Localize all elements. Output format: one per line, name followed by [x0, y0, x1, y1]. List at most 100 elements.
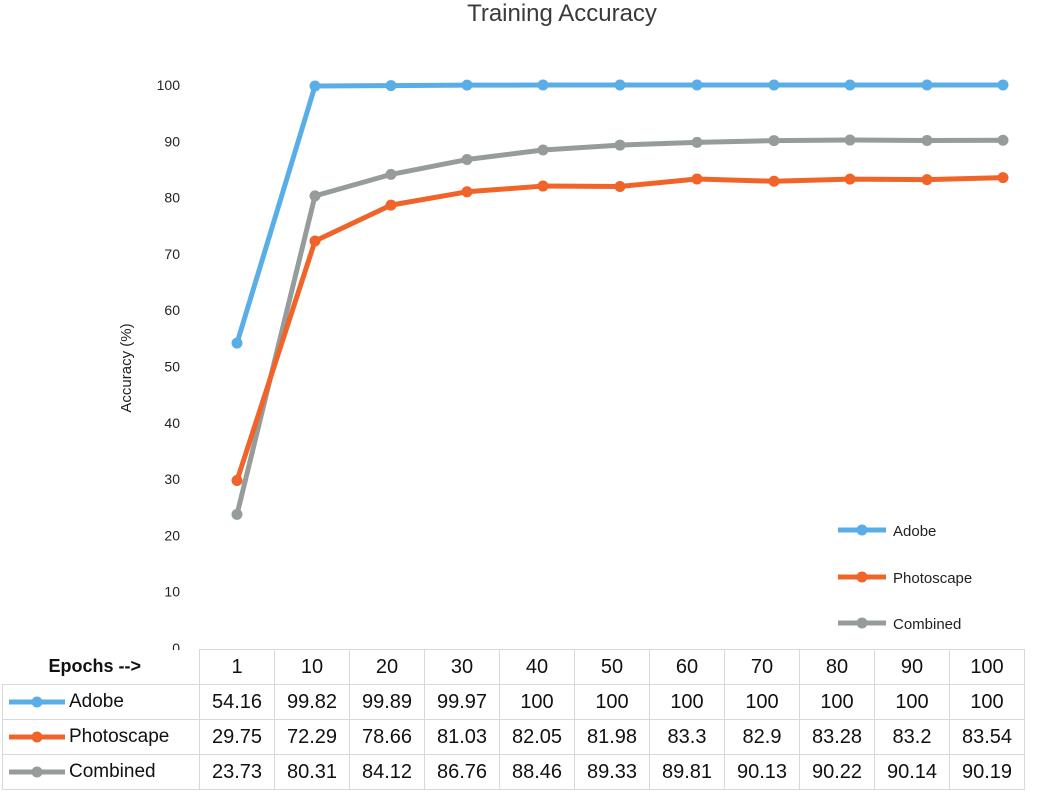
data-point-photoscape	[997, 172, 1009, 184]
data-point-combined	[461, 154, 473, 166]
data-point-photoscape	[385, 199, 397, 211]
data-point-combined	[537, 144, 549, 156]
table-cell: 81.03	[424, 719, 500, 755]
table-cell: 83.2	[874, 719, 950, 755]
y-axis-ticks: 0 10 20 30 40 50 60 70 80 90 100	[157, 77, 181, 650]
table-row: Photoscape 29.75 72.29 78.66 81.03 82.05 81.98…	[2, 719, 1025, 755]
data-point-photoscape	[461, 186, 473, 198]
y-tick-label: 40	[164, 415, 180, 431]
table-cell: 54.16	[199, 684, 275, 720]
table-cell: 82.05	[499, 719, 575, 755]
data-point-combined	[614, 139, 626, 151]
table-cell: 90.22	[799, 754, 875, 790]
table-cell: 100	[499, 684, 575, 720]
table-cell: 100	[574, 684, 650, 720]
line-chart: Training Accuracy Accuracy (%) 0 10 20 30 40…	[118, 0, 1009, 650]
data-point-adobe	[537, 79, 549, 91]
data-point-photoscape	[537, 180, 549, 192]
data-point-combined	[844, 134, 856, 146]
table-column-header: 30	[424, 649, 500, 685]
table-body: Adobe 54.16 99.82 99.89 99.97 100 100 100 100 100…	[2, 684, 1025, 790]
table-row-label-cell: Adobe	[2, 684, 200, 720]
data-point-adobe	[309, 80, 321, 92]
table-cell: 83.54	[949, 719, 1025, 755]
data-point-photoscape	[309, 235, 321, 247]
data-point-adobe	[921, 79, 933, 91]
table-cell: 90.19	[949, 754, 1025, 790]
y-axis-label: Accuracy (%)	[118, 323, 135, 412]
table-cell: 99.82	[274, 684, 350, 720]
table-cell: 90.13	[724, 754, 800, 790]
table-cell: 90.14	[874, 754, 950, 790]
legend: Adobe Photoscape Combined	[838, 523, 972, 633]
table-cell: 100	[799, 684, 875, 720]
y-tick-label: 20	[164, 527, 180, 543]
table-cell: 99.89	[349, 684, 425, 720]
data-point-combined	[921, 135, 933, 147]
table-cell: 100	[949, 684, 1025, 720]
table-column-header: 10	[274, 649, 350, 685]
data-table: Epochs --> 1 10 20 30 40 50 60 70 80 90 100 Adobe 5…	[2, 649, 1025, 790]
data-point-combined	[385, 168, 397, 180]
table-row-label: Adobe	[69, 691, 124, 712]
series-line-photoscape	[234, 175, 1004, 482]
table-row-label-cell: Combined	[2, 754, 200, 790]
data-point-combined	[231, 508, 243, 520]
table-header-row: Epochs --> 1 10 20 30 40 50 60 70 80 90 100	[3, 649, 1025, 685]
data-point-adobe	[997, 79, 1009, 91]
data-point-combined	[691, 136, 703, 148]
legend-label: Adobe	[893, 523, 936, 540]
data-point-photoscape	[614, 180, 626, 192]
table-column-header: 50	[574, 649, 650, 685]
table-row: Combined 23.73 80.31 84.12 86.76 88.46 89.33 89…	[2, 754, 1025, 790]
y-tick-label: 90	[164, 133, 180, 149]
legend-swatch-marker	[856, 617, 868, 629]
table-row: Adobe 54.16 99.82 99.89 99.97 100 100 100 100 100…	[2, 684, 1025, 720]
data-point-adobe	[691, 79, 703, 91]
data-point-adobe	[844, 79, 856, 91]
data-point-adobe	[614, 79, 626, 91]
table-cell: 29.75	[199, 719, 275, 755]
data-point-adobe	[461, 79, 473, 91]
y-tick-label: 60	[164, 302, 180, 318]
table-cell: 82.9	[724, 719, 800, 755]
table-cell: 78.66	[349, 719, 425, 755]
table-column-header: 40	[499, 649, 575, 685]
table-cell: 89.81	[649, 754, 725, 790]
series-lines	[231, 79, 1009, 520]
table-cell: 81.98	[574, 719, 650, 755]
table-cell: 83.28	[799, 719, 875, 755]
table-column-header: 70	[724, 649, 800, 685]
table-column-header: 1	[199, 649, 275, 685]
data-point-adobe	[231, 337, 243, 349]
data-point-combined	[309, 190, 321, 202]
y-tick-label: 50	[164, 359, 180, 375]
y-tick-label: 70	[164, 246, 180, 262]
legend-swatch-marker	[856, 524, 868, 536]
legend-label: Combined	[893, 616, 961, 633]
table-cell: 100	[724, 684, 800, 720]
table-cell: 84.12	[349, 754, 425, 790]
table-cell: 100	[649, 684, 725, 720]
data-point-adobe	[385, 80, 397, 92]
table-cell: 86.76	[424, 754, 500, 790]
table-row-label: Combined	[69, 761, 156, 782]
table-row-label-cell: Photoscape	[2, 719, 200, 755]
data-point-photoscape	[768, 175, 780, 187]
y-tick-label: 30	[164, 471, 180, 487]
table-column-header: 60	[649, 649, 725, 685]
data-point-adobe	[768, 79, 780, 91]
chart-title: Training Accuracy	[467, 0, 657, 27]
y-tick-label: 10	[164, 584, 180, 600]
table-cell: 72.29	[274, 719, 350, 755]
legend-label: Photoscape	[893, 570, 972, 587]
table-cell: 83.3	[649, 719, 725, 755]
table-corner-label: Epochs -->	[48, 656, 142, 677]
table-cell: 80.31	[274, 754, 350, 790]
table-cell: 88.46	[499, 754, 575, 790]
data-point-photoscape	[231, 475, 243, 487]
table-cell: 100	[874, 684, 950, 720]
data-point-photoscape	[921, 174, 933, 186]
table-column-header: 20	[349, 649, 425, 685]
data-point-combined	[768, 135, 780, 147]
